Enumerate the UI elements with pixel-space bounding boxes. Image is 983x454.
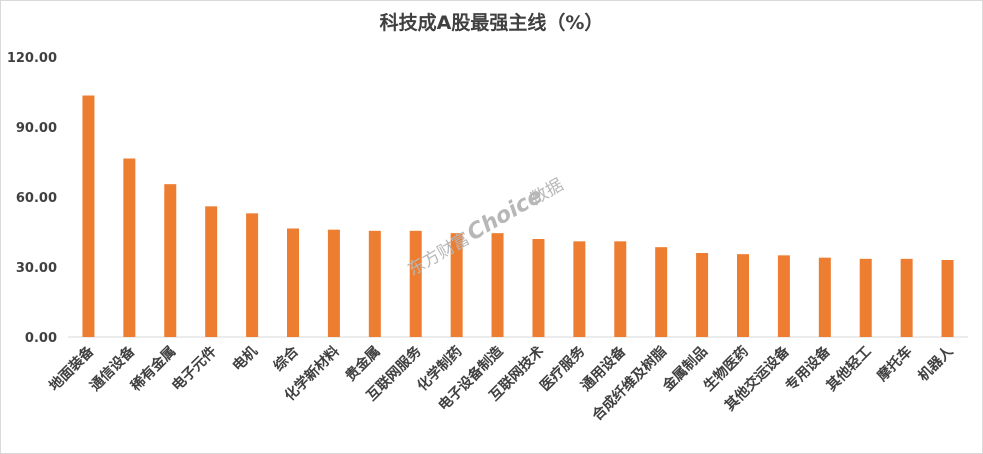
bar <box>205 206 218 337</box>
bar <box>737 254 749 337</box>
x-tick-label: 综合 <box>270 342 303 375</box>
bar <box>491 233 504 337</box>
bar <box>655 247 668 337</box>
bar <box>777 255 790 337</box>
y-tick-label: 60.00 <box>16 191 57 206</box>
bar <box>941 260 954 337</box>
watermark-suffix: 数据 <box>527 175 566 209</box>
bar <box>327 229 340 337</box>
x-tick-label: 合成纤维及树脂 <box>589 343 670 424</box>
bar <box>82 95 95 337</box>
bar <box>409 230 422 337</box>
bar <box>287 228 299 337</box>
x-tick-label: 机器人 <box>915 342 957 384</box>
y-tick-label: 30.00 <box>16 261 57 276</box>
bar <box>818 257 831 337</box>
bar <box>859 258 872 337</box>
bar <box>614 241 627 337</box>
bar <box>573 241 586 337</box>
chart-title: 科技成A股最强主线（%） <box>379 12 604 34</box>
x-tick-label: 电机 <box>229 343 261 375</box>
y-axis: 0.00 30.00 60.00 90.00 120.00 <box>7 51 57 346</box>
bar <box>696 253 709 337</box>
x-tick-label: 金属制品 <box>659 343 711 395</box>
bar <box>164 184 177 337</box>
y-tick-label: 90.00 <box>16 121 57 136</box>
x-tick-label: 电子元件 <box>168 343 220 395</box>
x-tick-label: 其他轻工 <box>823 343 875 395</box>
bar <box>450 233 463 337</box>
bar <box>123 158 136 337</box>
x-tick-label: 摩托车 <box>874 343 916 385</box>
y-tick-label: 120.00 <box>7 51 57 66</box>
bar <box>900 258 913 337</box>
bars <box>82 95 954 337</box>
bar <box>532 239 545 337</box>
bar <box>368 230 381 337</box>
y-tick-label: 0.00 <box>25 331 57 346</box>
bar <box>246 213 259 337</box>
